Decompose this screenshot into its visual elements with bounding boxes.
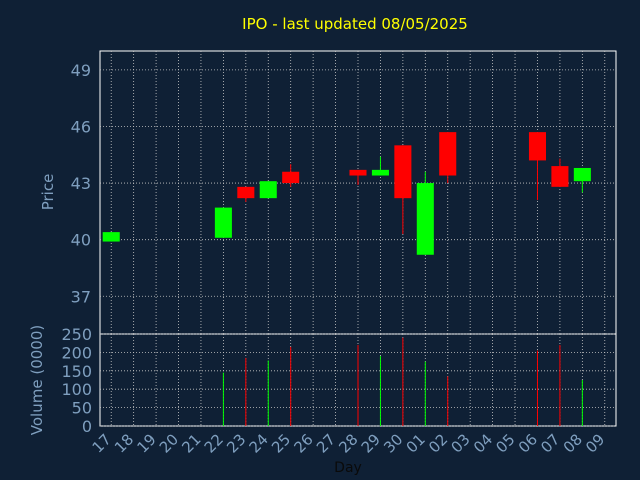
price-tick-label: 49	[71, 61, 91, 80]
price-tick-label: 40	[71, 231, 91, 250]
candle-body	[573, 167, 591, 182]
x-tick-label: 09	[582, 430, 608, 456]
price-tick-label: 37	[71, 287, 91, 306]
price-tick-label: 46	[71, 117, 91, 136]
volume-tick-label: 100	[61, 380, 92, 399]
candle-body	[394, 145, 412, 199]
volume-tick-label: 250	[61, 325, 92, 344]
candle-body	[237, 186, 255, 199]
x-axis-label: Day	[334, 460, 362, 476]
candle-body	[551, 166, 569, 187]
candle-body	[439, 132, 457, 176]
volume-axis-label: Volume (0000)	[28, 325, 46, 435]
volume-tick-label: 0	[82, 417, 92, 436]
volume-tick-label: 150	[61, 362, 92, 381]
candle-body	[259, 181, 277, 199]
candle-body	[349, 169, 367, 176]
chart-title: IPO - last updated 08/05/2025	[242, 15, 468, 33]
price-axis-label: Price	[39, 174, 57, 211]
candle-body	[102, 232, 120, 242]
volume-tick-label: 200	[61, 343, 92, 362]
price-tick-label: 43	[71, 174, 91, 193]
candle-body	[371, 169, 389, 176]
candle-body	[214, 207, 232, 238]
candle-body	[528, 132, 547, 161]
candle-body	[282, 171, 300, 184]
candle-body	[416, 183, 434, 255]
volume-tick-label: 50	[72, 399, 92, 418]
